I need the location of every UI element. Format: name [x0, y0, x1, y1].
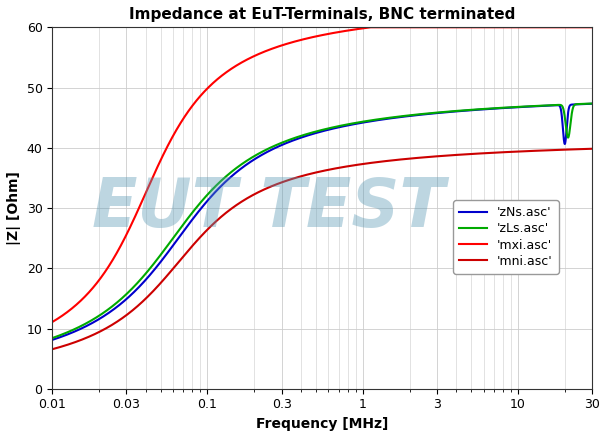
X-axis label: Frequency [MHz]: Frequency [MHz]: [256, 417, 388, 431]
'zNs.asc': [142, 277, 149, 282]
'mni.asc': [256, 189, 263, 194]
'zNs.asc': [520, 104, 527, 110]
'mxi.asc': [142, 190, 149, 195]
'mni.asc': [279, 180, 287, 185]
Y-axis label: |Z| [Ohm]: |Z| [Ohm]: [7, 171, 21, 245]
'mni.asc': [578, 146, 585, 152]
'zLs.asc': [110, 303, 117, 308]
'zLs.asc': [49, 336, 56, 341]
'zLs.asc': [588, 101, 595, 106]
Title: Impedance at EuT-Terminals, BNC terminated: Impedance at EuT-Terminals, BNC terminat…: [129, 7, 515, 22]
'zNs.asc': [110, 307, 117, 312]
'zLs.asc': [142, 271, 149, 276]
'zNs.asc': [578, 102, 585, 107]
'mni.asc': [520, 148, 527, 154]
Legend: 'zNs.asc', 'zLs.asc', 'mxi.asc', 'mni.asc': 'zNs.asc', 'zLs.asc', 'mxi.asc', 'mni.as…: [453, 200, 559, 274]
'zLs.asc': [578, 101, 585, 106]
Line: 'zLs.asc': 'zLs.asc': [52, 103, 592, 338]
'mxi.asc': [588, 25, 595, 30]
'mxi.asc': [578, 25, 585, 30]
'zNs.asc': [49, 337, 56, 343]
Text: EUT TEST: EUT TEST: [92, 175, 444, 241]
Line: 'zNs.asc': 'zNs.asc': [52, 104, 592, 340]
'zLs.asc': [520, 104, 527, 109]
'zNs.asc': [256, 154, 263, 159]
'zNs.asc': [279, 142, 287, 147]
'mxi.asc': [256, 51, 263, 57]
Line: 'mni.asc': 'mni.asc': [52, 149, 592, 349]
'mxi.asc': [367, 25, 375, 30]
'mni.asc': [110, 321, 117, 326]
'mxi.asc': [520, 25, 527, 30]
'zLs.asc': [256, 151, 263, 156]
'mxi.asc': [110, 255, 117, 261]
'mni.asc': [588, 146, 595, 152]
'mxi.asc': [279, 42, 287, 48]
'mni.asc': [142, 296, 149, 301]
'mni.asc': [49, 346, 56, 352]
'mxi.asc': [49, 319, 56, 325]
Line: 'mxi.asc': 'mxi.asc': [52, 27, 592, 322]
'zLs.asc': [279, 140, 287, 145]
'zNs.asc': [588, 101, 595, 106]
